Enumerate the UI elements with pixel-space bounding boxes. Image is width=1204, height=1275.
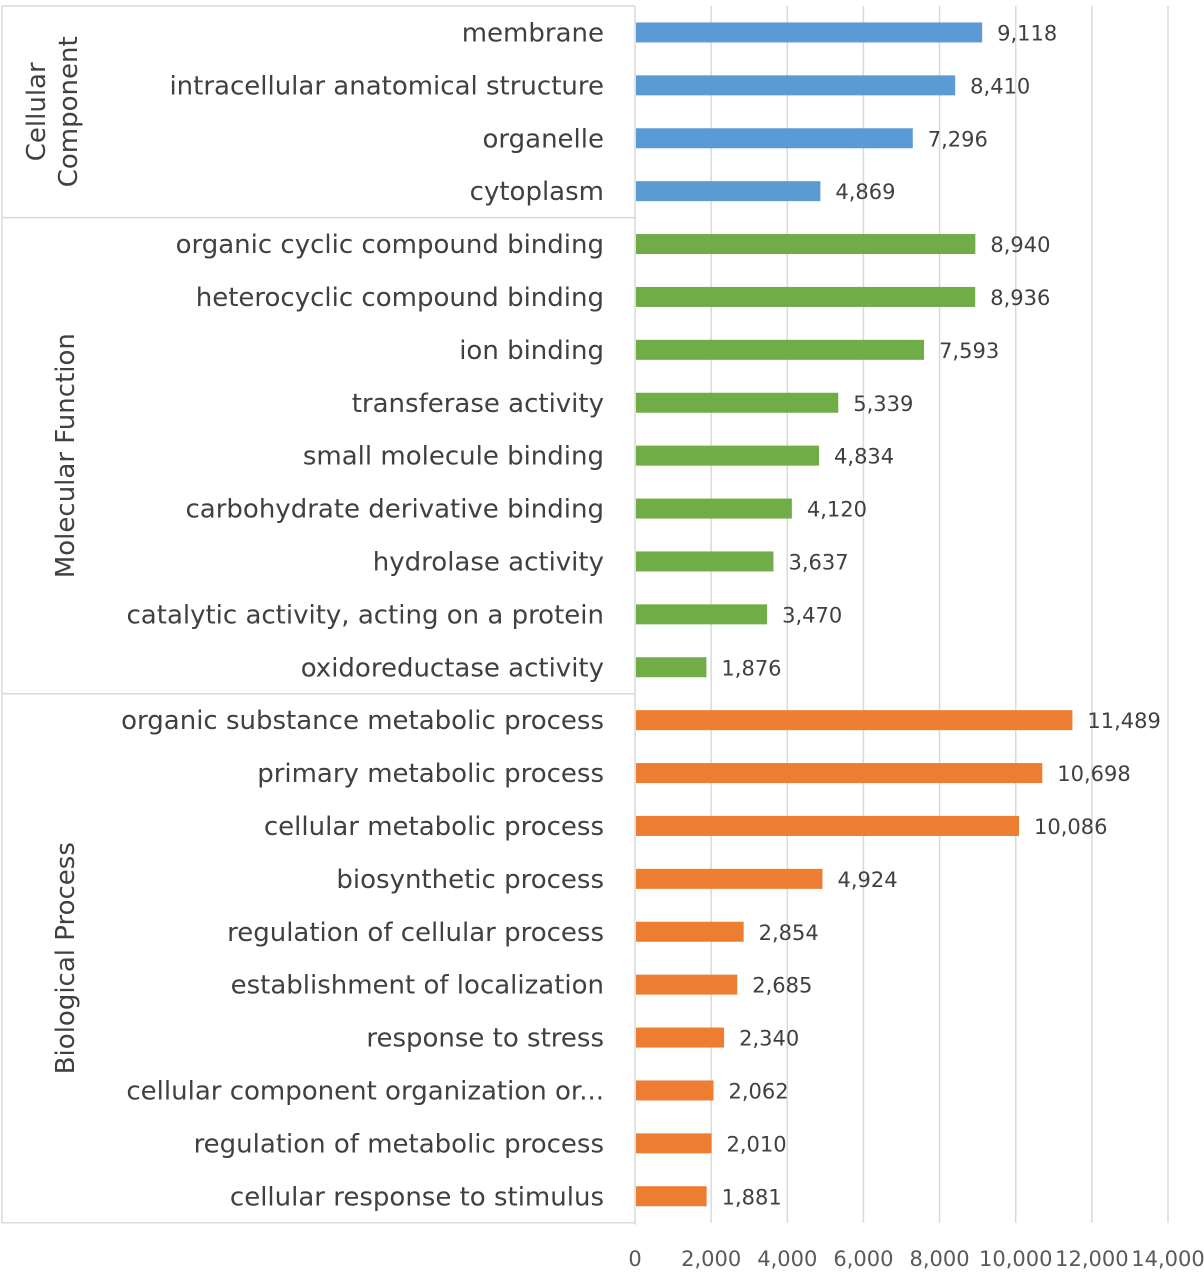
category-label: carbohydrate derivative binding bbox=[186, 495, 605, 525]
category-labels: membrane intracellular anatomical structu… bbox=[121, 18, 604, 1212]
data-label: 5,339 bbox=[853, 392, 913, 416]
category-label: organic cyclic compound binding bbox=[176, 230, 604, 260]
category-label: oxidoreductase activity bbox=[301, 653, 604, 683]
x-tick-label: 14,000 bbox=[1131, 1247, 1204, 1271]
bar bbox=[636, 392, 839, 413]
x-tick-label: 10,000 bbox=[979, 1247, 1052, 1271]
bar bbox=[636, 445, 820, 466]
category-label: cellular metabolic process bbox=[264, 812, 604, 842]
data-label: 7,296 bbox=[928, 127, 988, 151]
bar bbox=[636, 339, 925, 360]
data-label: 2,854 bbox=[759, 921, 819, 945]
data-label: 10,698 bbox=[1057, 762, 1130, 786]
data-label: 2,010 bbox=[727, 1132, 787, 1156]
bar bbox=[636, 181, 821, 202]
bar bbox=[636, 75, 956, 96]
group-label-line: Biological Process bbox=[51, 842, 81, 1074]
category-label: ion binding bbox=[459, 336, 604, 366]
group-label-line: Cellular bbox=[22, 62, 52, 161]
data-label: 3,470 bbox=[782, 603, 842, 627]
category-label: organic substance metabolic process bbox=[121, 706, 604, 736]
category-label: cytoplasm bbox=[470, 177, 604, 207]
category-label: heterocyclic compound binding bbox=[196, 283, 604, 313]
bar bbox=[636, 286, 976, 307]
x-axis-ticks: 0 2,000 4,000 6,000 8,000 10,000 12,000 14,000 bbox=[628, 1247, 1204, 1271]
data-label: 10,086 bbox=[1034, 815, 1107, 839]
bar bbox=[636, 1080, 714, 1101]
bar bbox=[636, 22, 983, 43]
bar bbox=[636, 551, 774, 572]
category-label: response to stress bbox=[366, 1024, 604, 1054]
group-label-line: Component bbox=[54, 36, 84, 187]
x-tick-label: 8,000 bbox=[910, 1247, 970, 1271]
data-label: 2,685 bbox=[752, 974, 812, 998]
category-label: primary metabolic process bbox=[257, 759, 604, 789]
bar bbox=[636, 1027, 725, 1048]
bar bbox=[636, 234, 976, 255]
data-label: 3,637 bbox=[788, 550, 848, 574]
bar bbox=[636, 815, 1019, 836]
category-label: organelle bbox=[483, 124, 605, 154]
data-label: 2,062 bbox=[729, 1079, 789, 1103]
category-label: regulation of metabolic process bbox=[194, 1129, 604, 1159]
data-label: 4,834 bbox=[834, 445, 894, 469]
bar bbox=[636, 128, 913, 149]
category-label: cellular component organization or... bbox=[126, 1076, 604, 1106]
category-label: establishment of localization bbox=[231, 971, 604, 1001]
group-label: Molecular Function bbox=[51, 333, 81, 578]
category-frame bbox=[1, 5, 636, 1225]
bar bbox=[636, 868, 823, 889]
group-label-line: Molecular Function bbox=[51, 333, 81, 578]
category-label: intracellular anatomical structure bbox=[169, 71, 604, 101]
bar bbox=[636, 763, 1043, 784]
data-label: 4,120 bbox=[807, 498, 867, 522]
data-label: 1,881 bbox=[722, 1185, 782, 1209]
group-labels: CellularComponent Molecular Function Biolo… bbox=[22, 36, 84, 1074]
category-label: membrane bbox=[462, 18, 604, 48]
data-label: 8,940 bbox=[990, 233, 1050, 257]
data-label: 8,936 bbox=[990, 286, 1050, 310]
category-label: transferase activity bbox=[352, 389, 604, 419]
category-label: hydrolase activity bbox=[373, 547, 604, 577]
category-label: biosynthetic process bbox=[336, 865, 604, 895]
data-label: 9,118 bbox=[997, 21, 1057, 45]
data-label: 4,924 bbox=[837, 868, 897, 892]
category-label: catalytic activity, acting on a protein bbox=[127, 600, 604, 630]
gridlines bbox=[710, 6, 1169, 1223]
bar bbox=[636, 657, 707, 678]
category-label: cellular response to stimulus bbox=[230, 1182, 604, 1212]
x-tick-label: 4,000 bbox=[757, 1247, 817, 1271]
data-label: 11,489 bbox=[1087, 709, 1160, 733]
bar bbox=[636, 1186, 707, 1207]
data-label: 4,869 bbox=[835, 180, 895, 204]
data-label: 7,593 bbox=[939, 339, 999, 363]
bar bbox=[636, 1133, 712, 1154]
bar bbox=[636, 974, 738, 995]
x-tick-label: 6,000 bbox=[833, 1247, 893, 1271]
group-label: Biological Process bbox=[51, 842, 81, 1074]
data-label: 2,340 bbox=[739, 1027, 799, 1051]
x-tick-label: 0 bbox=[628, 1247, 641, 1271]
bar bbox=[636, 921, 744, 942]
bars bbox=[636, 22, 1073, 1207]
data-labels: 9,118 8,410 7,296 4,869 8,940 8,936 7,593 5,339… bbox=[721, 21, 1160, 1209]
category-label: small molecule binding bbox=[303, 442, 604, 472]
bar bbox=[636, 498, 792, 519]
bar bbox=[636, 604, 768, 625]
data-label: 8,410 bbox=[970, 74, 1030, 98]
x-tick-label: 2,000 bbox=[681, 1247, 741, 1271]
x-tick-label: 12,000 bbox=[1055, 1247, 1128, 1271]
category-label: regulation of cellular process bbox=[227, 918, 604, 948]
bar bbox=[636, 710, 1073, 731]
group-label: CellularComponent bbox=[22, 36, 84, 187]
data-label: 1,876 bbox=[721, 656, 781, 680]
